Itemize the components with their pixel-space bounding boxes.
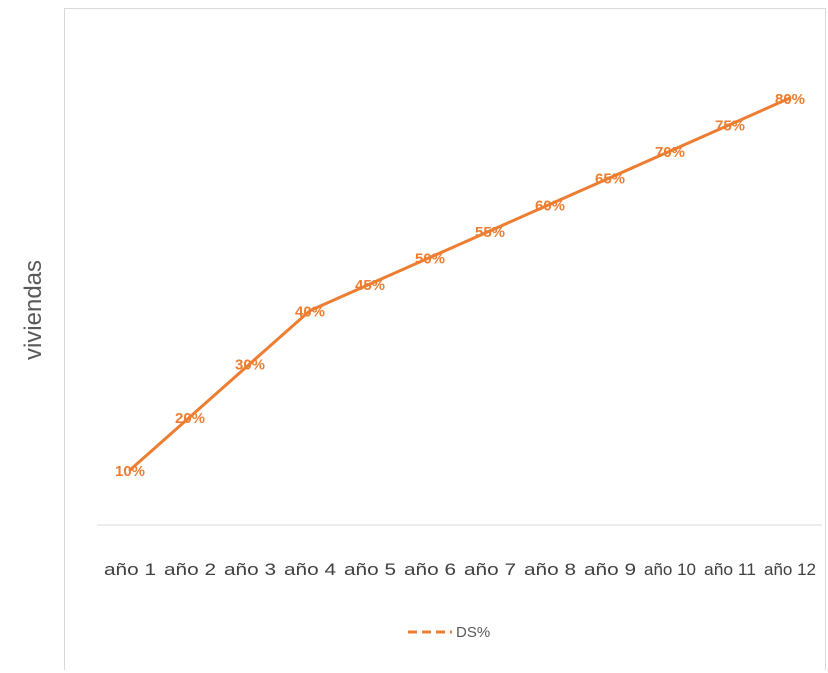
data-label: 40% <box>295 304 325 321</box>
x-tick-label: año 8 <box>524 560 576 579</box>
data-point <box>248 362 252 366</box>
x-tick-label: año 1 <box>104 560 156 579</box>
x-tick-label: año 11 <box>704 560 756 579</box>
x-tick-labels: año 1 año 2 año 3 año 4 año 5 año 6 año 7 año 8… <box>104 560 816 579</box>
series-layer <box>128 96 792 472</box>
data-label: 65% <box>595 171 625 188</box>
data-point <box>668 149 672 153</box>
data-labels: 10% 20% 30% 40% 45% 50% 55% 60% 65% 70% 75% 80% <box>115 91 805 480</box>
data-point <box>128 468 132 472</box>
legend: DS% <box>408 624 490 641</box>
data-point <box>428 255 432 259</box>
data-label: 75% <box>715 118 745 135</box>
data-point <box>488 229 492 233</box>
data-label: 45% <box>355 277 385 294</box>
data-point <box>548 202 552 206</box>
data-label: 70% <box>655 144 685 161</box>
data-point <box>188 415 192 419</box>
x-tick-label: año 10 <box>644 560 696 579</box>
x-tick-label: año 5 <box>344 560 396 579</box>
data-point <box>788 96 792 100</box>
legend-label-ds: DS% <box>456 624 490 641</box>
data-label: 20% <box>175 410 205 427</box>
x-tick-label: año 2 <box>164 560 216 579</box>
data-label: 10% <box>115 463 145 480</box>
x-tick-label: año 12 <box>764 560 816 579</box>
x-tick-label: año 3 <box>224 560 276 579</box>
x-tick-label: año 9 <box>584 560 636 579</box>
data-point <box>728 123 732 127</box>
x-tick-label: año 6 <box>404 560 456 579</box>
x-tick-label: año 7 <box>464 560 516 579</box>
chart-area <box>64 8 826 670</box>
data-point <box>368 282 372 286</box>
data-label: 30% <box>235 357 265 374</box>
x-tick-label: año 4 <box>284 560 336 579</box>
data-label: 55% <box>475 224 505 241</box>
data-label: 80% <box>775 91 805 108</box>
data-point <box>608 176 612 180</box>
data-label: 50% <box>415 250 445 267</box>
data-point <box>308 309 312 313</box>
series-line-ds <box>129 96 791 472</box>
data-label: 60% <box>535 197 565 214</box>
